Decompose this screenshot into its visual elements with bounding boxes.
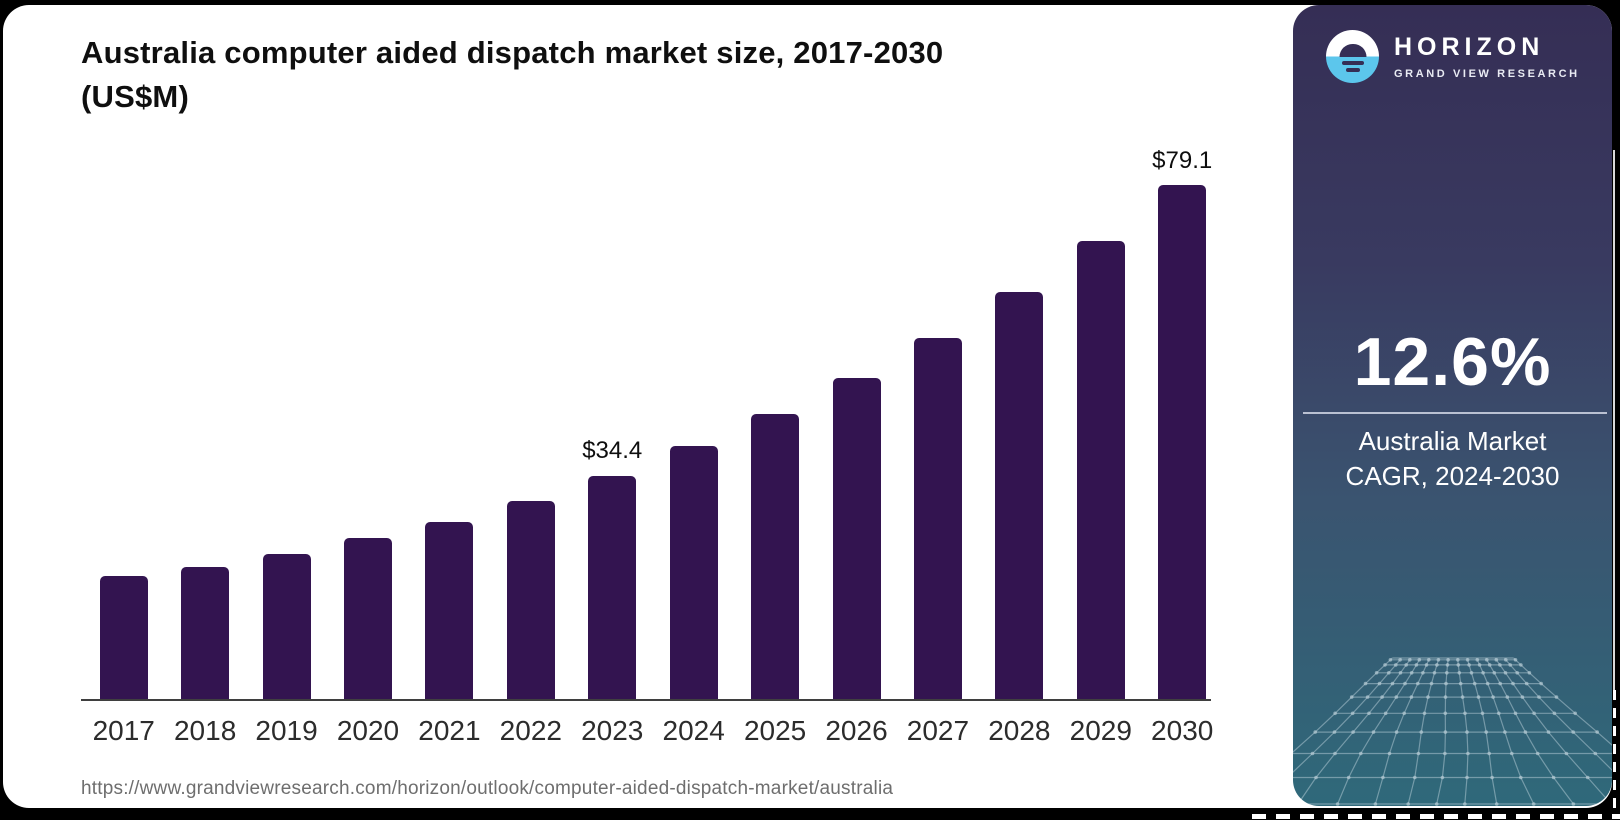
bar-slot xyxy=(409,185,490,699)
x-tick-label: 2023 xyxy=(581,715,644,746)
cagr-value: 12.6% xyxy=(1353,324,1552,400)
bar-slot xyxy=(653,185,734,699)
cagr-caption-line-2: CAGR, 2024-2030 xyxy=(1345,461,1560,491)
bar-slot xyxy=(734,185,815,699)
divider-line xyxy=(1303,412,1607,414)
bar-2017 xyxy=(99,576,148,699)
sidebar-panel: HORIZON GRAND VIEW RESEARCH 12.6% Austra… xyxy=(1293,5,1612,806)
bar-slot xyxy=(164,185,245,699)
bar-slot xyxy=(490,185,571,699)
chart-title: Australia computer aided dispatch market… xyxy=(81,31,943,119)
bar-2028 xyxy=(995,292,1044,699)
bar-2027 xyxy=(913,337,962,699)
bar-2030 xyxy=(1158,185,1207,699)
bar-2019 xyxy=(262,554,311,699)
x-tick-label: 2025 xyxy=(743,715,807,746)
brand-subtitle: GRAND VIEW RESEARCH xyxy=(1394,68,1580,80)
brand-logo: HORIZON GRAND VIEW RESEARCH xyxy=(1326,30,1580,83)
bar-2021 xyxy=(425,522,474,699)
bar-slot: $79.1 xyxy=(1141,147,1222,699)
brand-name: HORIZON xyxy=(1394,33,1545,61)
brand-wordmark: HORIZON GRAND VIEW RESEARCH xyxy=(1394,33,1580,80)
x-axis-labels: 2017 2018 2019 2020 2021 2022 2023 2024 2025 2026… xyxy=(83,715,1223,747)
cagr-caption: Australia Market CAGR, 2024-2030 xyxy=(1293,424,1612,494)
bar-2020 xyxy=(343,537,392,699)
bar-value-label: $79.1 xyxy=(1152,147,1213,174)
bar-slot xyxy=(246,185,327,699)
bar-slot xyxy=(897,185,978,699)
x-tick-label: 2027 xyxy=(906,715,970,746)
chart-title-line-1: Australia computer aided dispatch market… xyxy=(81,35,944,70)
bar-slot xyxy=(816,185,897,699)
bar-2029 xyxy=(1076,240,1125,699)
horizon-sunset-icon xyxy=(1326,30,1379,83)
chart-title-line-2: (US$M) xyxy=(81,79,189,114)
edge-dashes-bottom xyxy=(1252,814,1620,819)
x-tick-label: 2022 xyxy=(499,715,562,746)
bar-slot xyxy=(979,185,1060,699)
x-tick-label: 2021 xyxy=(418,715,481,746)
x-axis-line xyxy=(81,699,1211,701)
bar-2024 xyxy=(669,445,718,699)
edge-dashes-vertical xyxy=(1613,690,1616,812)
x-tick-label: 2028 xyxy=(988,715,1051,746)
x-tick-label: 2017 xyxy=(92,715,155,746)
x-tick-label: 2026 xyxy=(825,715,888,746)
x-tick-label: 2020 xyxy=(336,715,400,746)
source-url: https://www.grandviewresearch.com/horizo… xyxy=(81,778,894,799)
bar-2025 xyxy=(751,413,800,699)
x-tick-label: 2019 xyxy=(255,715,318,746)
bar-2023 xyxy=(588,475,637,699)
wireframe-mesh xyxy=(1293,657,1612,806)
bar-2026 xyxy=(832,378,881,699)
cagr-caption-line-1: Australia Market xyxy=(1358,426,1547,456)
bar-2022 xyxy=(506,500,555,699)
bar-2018 xyxy=(181,567,230,699)
x-tick-label: 2018 xyxy=(173,715,237,746)
x-tick-label: 2029 xyxy=(1069,715,1132,746)
bar-slot xyxy=(327,185,408,699)
x-tick-label: 2030 xyxy=(1151,715,1214,746)
x-tick-label: 2024 xyxy=(662,715,725,746)
bar-value-label: $34.4 xyxy=(582,437,643,465)
edge-highlight-line xyxy=(1613,150,1615,690)
bar-slot xyxy=(1060,185,1141,699)
bar-chart: $34.4 $79.1 xyxy=(83,147,1223,699)
bar-slot: $34.4 xyxy=(572,185,653,699)
bar-slot xyxy=(83,185,164,699)
